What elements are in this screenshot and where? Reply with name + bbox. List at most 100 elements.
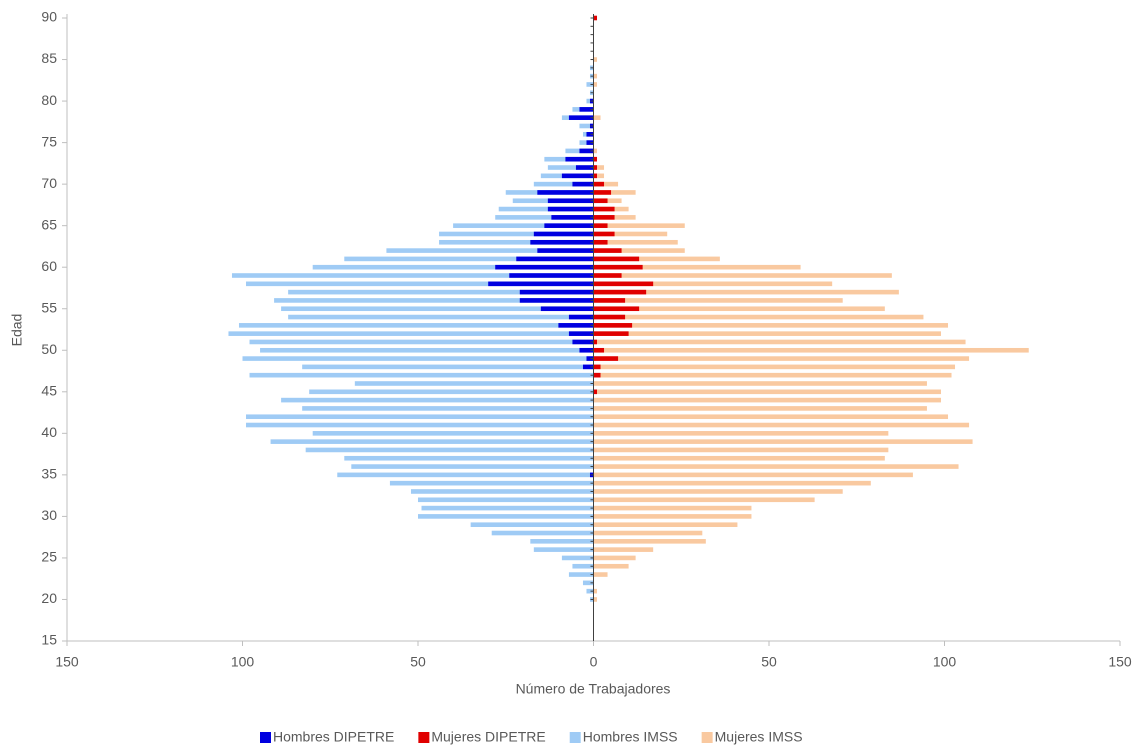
bar (579, 148, 594, 154)
bar (593, 422, 970, 428)
bar (537, 190, 594, 195)
bar (246, 281, 594, 287)
bar (344, 256, 594, 262)
bar (568, 115, 594, 120)
bar (593, 298, 626, 303)
bar (246, 422, 594, 428)
bar (453, 223, 594, 228)
bar (593, 480, 871, 486)
bar (593, 347, 605, 353)
bar (386, 248, 594, 253)
bar (593, 372, 601, 378)
x-tick-label: 50 (761, 654, 777, 670)
bar (572, 181, 594, 187)
bar (519, 298, 594, 303)
bar (281, 306, 594, 312)
bar (593, 306, 640, 312)
bar (568, 331, 594, 336)
bar (593, 314, 626, 320)
bar (302, 406, 594, 411)
bar (593, 323, 949, 328)
bar (593, 563, 629, 569)
bar (593, 264, 801, 270)
y-tick-label: 60 (41, 258, 57, 274)
bar (593, 190, 636, 195)
bar (582, 364, 594, 370)
bar (228, 331, 594, 336)
bar (593, 314, 924, 320)
bar (593, 389, 941, 395)
legend-swatch (701, 732, 713, 743)
bar (260, 347, 594, 353)
bar (231, 273, 594, 278)
bar (302, 364, 594, 370)
bar (579, 107, 594, 112)
bar (593, 389, 598, 395)
bar (533, 181, 594, 187)
bar (593, 597, 598, 602)
bar (593, 264, 643, 270)
bar (568, 314, 594, 320)
bar (593, 298, 843, 303)
bar (593, 331, 941, 336)
bar (593, 165, 605, 170)
bar (593, 323, 633, 328)
bar (533, 547, 594, 552)
legend-label: Mujeres IMSS (715, 729, 803, 745)
bar (593, 339, 966, 345)
bar (491, 530, 594, 536)
bar (593, 397, 941, 403)
x-tick-label: 100 (231, 654, 255, 670)
bar (579, 123, 594, 129)
bar (582, 580, 594, 586)
bar (249, 372, 594, 378)
bar (519, 289, 594, 295)
bar (593, 364, 956, 370)
bar (593, 198, 608, 204)
bar (288, 314, 594, 320)
bar (495, 264, 594, 270)
bar (593, 281, 833, 287)
y-axis-title: Edad (9, 314, 25, 347)
bar (593, 173, 605, 179)
bar (593, 273, 892, 278)
bar (389, 480, 594, 486)
bar (593, 173, 598, 179)
bar (586, 131, 594, 137)
bar (593, 231, 668, 237)
legend-label: Hombres DIPETRE (273, 729, 394, 745)
bar (561, 555, 594, 561)
bar (593, 206, 615, 212)
legend-swatch (569, 732, 581, 743)
bar (593, 414, 949, 420)
y-tick-label: 55 (41, 299, 57, 315)
bar (351, 464, 594, 469)
bar (593, 406, 927, 411)
bar (593, 572, 608, 577)
bar (495, 215, 594, 220)
x-tick-label: 150 (55, 654, 79, 670)
bar (586, 82, 594, 87)
bar (572, 563, 594, 569)
bar (575, 165, 594, 170)
bar (593, 248, 622, 253)
bar (593, 73, 598, 79)
bar (593, 356, 970, 361)
bar (593, 239, 608, 245)
bar (593, 198, 622, 204)
bar (421, 505, 594, 511)
bar (593, 555, 636, 561)
bar (281, 397, 594, 403)
bar (593, 472, 913, 478)
bar (593, 281, 654, 287)
x-axis-title: Número de Trabajadores (516, 681, 671, 697)
x-tick-label: 100 (933, 654, 957, 670)
y-tick-label: 75 (41, 133, 57, 149)
y-tick-label: 70 (41, 175, 57, 191)
bar (593, 514, 752, 519)
bar (593, 447, 889, 453)
bar (418, 497, 594, 503)
bar (249, 339, 594, 345)
y-tick-label: 15 (41, 632, 57, 648)
